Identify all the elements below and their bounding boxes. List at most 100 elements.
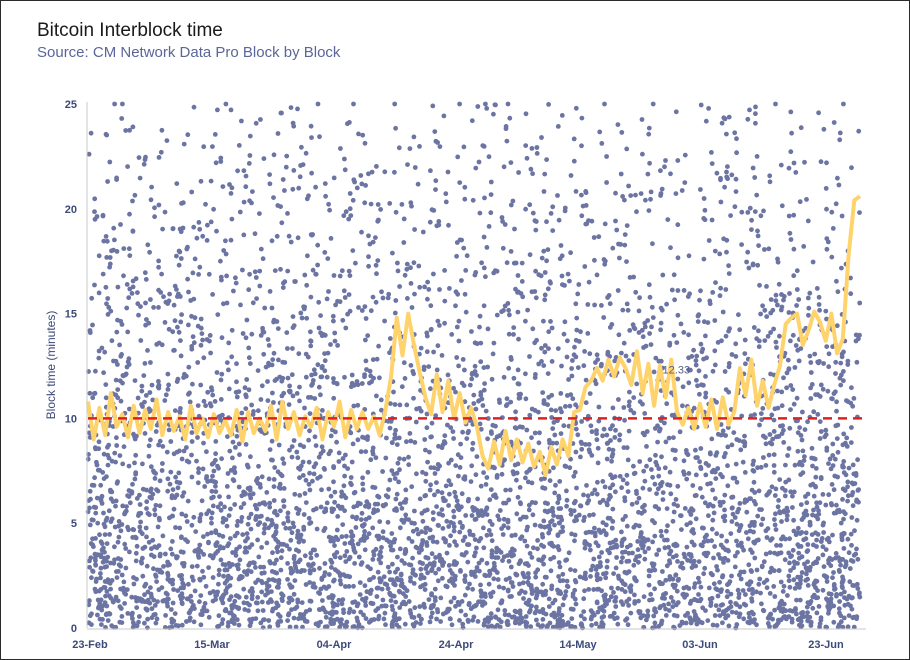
block-interval-point bbox=[758, 311, 763, 317]
block-interval-point bbox=[762, 307, 768, 313]
block-interval-point bbox=[714, 564, 719, 569]
block-interval-point bbox=[772, 607, 777, 613]
block-interval-point bbox=[364, 589, 370, 595]
block-interval-point bbox=[293, 624, 299, 630]
block-interval-point bbox=[720, 545, 726, 550]
block-interval-point bbox=[89, 295, 95, 301]
block-interval-point bbox=[804, 571, 809, 577]
block-interval-point bbox=[703, 118, 709, 124]
block-interval-point bbox=[613, 427, 618, 433]
block-interval-point bbox=[655, 486, 661, 492]
block-interval-point bbox=[148, 437, 153, 443]
block-interval-point bbox=[670, 518, 676, 524]
block-interval-point bbox=[726, 361, 732, 366]
block-interval-point bbox=[363, 358, 369, 364]
block-interval-point bbox=[322, 250, 328, 255]
block-interval-point bbox=[660, 490, 666, 495]
block-interval-point bbox=[221, 545, 226, 551]
block-interval-point bbox=[703, 333, 708, 339]
block-interval-point bbox=[527, 466, 533, 472]
block-interval-point bbox=[111, 358, 116, 364]
block-interval-point bbox=[619, 130, 625, 135]
block-interval-point bbox=[387, 477, 393, 483]
block-interval-point bbox=[775, 259, 781, 265]
block-interval-point bbox=[213, 528, 219, 534]
block-interval-point bbox=[228, 237, 234, 243]
block-interval-point bbox=[767, 173, 773, 179]
block-interval-point bbox=[577, 574, 583, 580]
block-interval-point bbox=[544, 624, 550, 630]
block-interval-point bbox=[513, 286, 518, 292]
block-interval-point bbox=[828, 563, 834, 569]
block-interval-point bbox=[783, 462, 788, 468]
block-interval-point bbox=[106, 305, 112, 310]
block-interval-point bbox=[759, 563, 765, 569]
block-interval-point bbox=[303, 500, 309, 505]
block-interval-point bbox=[651, 613, 657, 619]
block-interval-point bbox=[534, 617, 539, 623]
block-interval-point bbox=[339, 534, 345, 540]
block-interval-point bbox=[439, 445, 445, 451]
block-interval-point bbox=[375, 493, 380, 499]
block-interval-point bbox=[529, 146, 535, 151]
block-interval-point bbox=[359, 510, 365, 516]
block-interval-point bbox=[442, 433, 448, 439]
block-interval-point bbox=[831, 391, 837, 396]
block-interval-point bbox=[706, 238, 712, 243]
block-interval-point bbox=[144, 563, 150, 569]
block-interval-point bbox=[328, 448, 333, 454]
block-interval-point bbox=[139, 599, 145, 604]
block-interval-point bbox=[118, 222, 123, 227]
block-interval-point bbox=[515, 273, 521, 278]
block-interval-point bbox=[701, 196, 707, 201]
block-interval-point bbox=[616, 241, 621, 247]
block-interval-point bbox=[435, 343, 441, 349]
block-interval-point bbox=[285, 515, 290, 520]
block-interval-point bbox=[834, 592, 839, 597]
block-interval-point bbox=[422, 587, 428, 592]
block-interval-point bbox=[105, 312, 111, 317]
block-interval-point bbox=[301, 524, 307, 530]
block-interval-point bbox=[232, 465, 237, 470]
block-interval-point bbox=[537, 430, 542, 436]
block-interval-point bbox=[703, 608, 708, 613]
block-interval-point bbox=[150, 397, 156, 403]
block-interval-point bbox=[133, 276, 139, 282]
block-interval-point bbox=[773, 298, 779, 304]
block-interval-point bbox=[696, 592, 701, 597]
block-interval-point bbox=[624, 523, 630, 529]
block-interval-point bbox=[686, 380, 692, 386]
block-interval-point bbox=[752, 555, 758, 561]
block-interval-point bbox=[689, 506, 694, 512]
block-interval-point bbox=[244, 549, 250, 555]
block-interval-point bbox=[102, 532, 108, 537]
block-interval-point bbox=[582, 545, 588, 551]
block-interval-point bbox=[534, 151, 540, 156]
block-interval-point bbox=[647, 294, 653, 300]
block-interval-point bbox=[791, 160, 797, 166]
block-interval-point bbox=[567, 278, 572, 284]
block-interval-point bbox=[673, 572, 679, 578]
block-interval-point bbox=[470, 586, 475, 592]
block-interval-point bbox=[664, 528, 669, 534]
block-interval-point bbox=[542, 508, 548, 514]
block-interval-point bbox=[712, 348, 718, 354]
block-interval-point bbox=[840, 497, 845, 502]
block-interval-point bbox=[800, 448, 806, 454]
block-interval-point bbox=[360, 132, 366, 138]
block-interval-point bbox=[636, 598, 641, 604]
block-interval-point bbox=[517, 485, 523, 490]
block-interval-point bbox=[99, 622, 104, 627]
block-interval-point bbox=[855, 457, 860, 463]
block-interval-point bbox=[126, 463, 132, 469]
block-interval-point bbox=[105, 444, 110, 450]
block-interval-point bbox=[162, 398, 168, 403]
block-interval-point bbox=[332, 489, 338, 495]
block-interval-point bbox=[392, 476, 398, 481]
block-interval-point bbox=[635, 539, 641, 544]
block-interval-point bbox=[517, 516, 523, 522]
block-interval-point bbox=[725, 483, 731, 489]
block-interval-point bbox=[712, 496, 718, 501]
block-interval-point bbox=[795, 430, 801, 436]
block-interval-point bbox=[427, 449, 432, 455]
